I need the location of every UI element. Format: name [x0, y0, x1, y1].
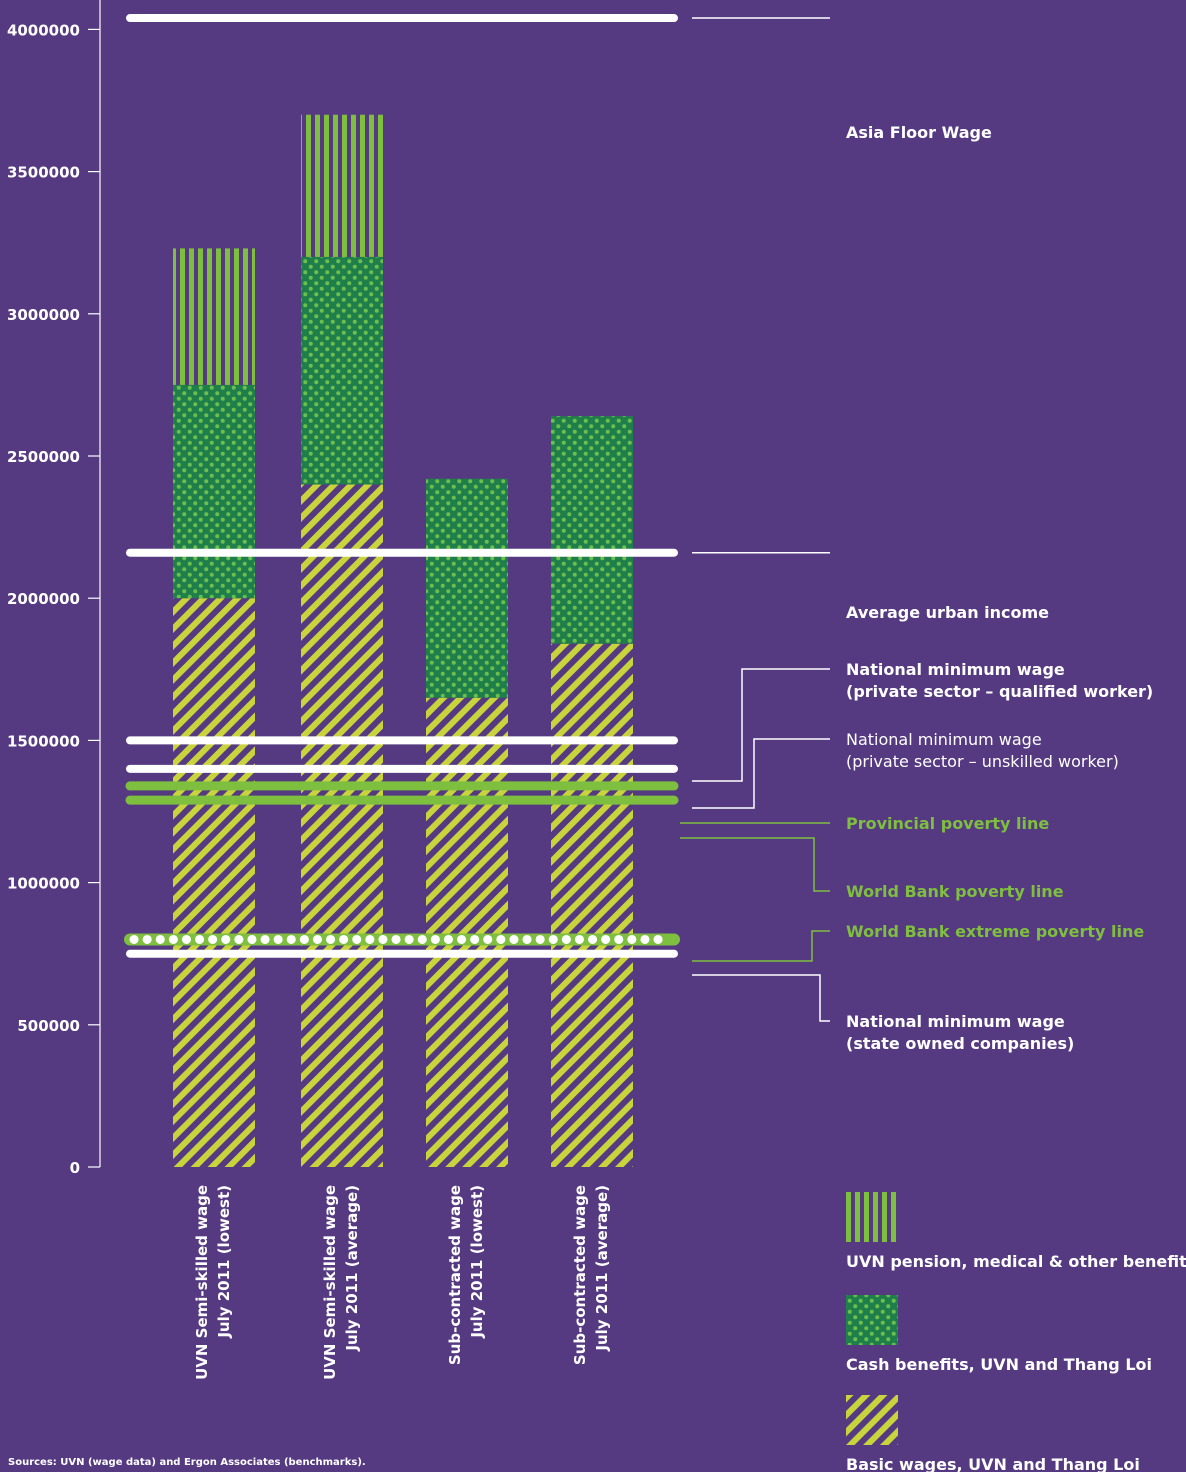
ref-line-2-label: Average urban income: [846, 603, 1049, 622]
y-tick-label: 1000000: [7, 875, 80, 893]
x-category-label-line: July 2011 (lowest): [468, 1185, 486, 1339]
ref-line-4-connector: [692, 738, 830, 809]
legend-swatch-1: [846, 1395, 898, 1445]
x-category-label-line: Sub-contracted wage: [446, 1185, 464, 1365]
ref-line-6-connector: [680, 837, 830, 892]
y-tick-label: 2000000: [7, 590, 80, 608]
legend-label-2: Cash benefits, UVN and Thang Loi: [846, 1355, 1152, 1374]
y-tick-label: 2500000: [7, 448, 80, 466]
ref-line-4-label: (private sector – unskilled worker): [846, 752, 1119, 771]
legend-swatch-3: [846, 1192, 898, 1242]
ref-line-9-connector: [692, 974, 830, 1022]
y-tick-label: 1500000: [7, 732, 80, 750]
legend-label-1: Basic wages, UVN and Thang Loi: [846, 1455, 1140, 1472]
ref-line-6-label: World Bank poverty line: [846, 882, 1064, 901]
x-category-label-line: July 2011 (lowest): [215, 1185, 233, 1339]
x-category-label-line: UVN Semi-skilled wage: [193, 1185, 211, 1380]
bar-segment-1-2: [173, 384, 255, 599]
bar-segment-4-2: [551, 416, 633, 644]
bar-segment-2-2: [301, 256, 383, 485]
y-tick-label: 500000: [17, 1017, 80, 1035]
source-note: Sources: UVN (wage data) and Ergon Assoc…: [8, 1457, 366, 1468]
legend-swatch-2: [846, 1295, 898, 1345]
x-category-label-line: UVN Semi-skilled wage: [321, 1185, 339, 1380]
ref-line-7-connector: [692, 930, 830, 962]
bar-segment-2-1: [301, 484, 383, 1167]
bar-segment-1-3: [173, 248, 255, 385]
bar-segment-2-3: [301, 114, 383, 257]
ref-line-9-label: (state owned companies): [846, 1034, 1074, 1053]
x-category-label-line: July 2011 (average): [593, 1185, 611, 1352]
ref-line-3-connector: [692, 668, 830, 782]
ref-line-9-label: National minimum wage: [846, 1012, 1065, 1031]
ref-line-7-label: World Bank extreme poverty line: [846, 922, 1144, 941]
y-tick-label: 4000000: [7, 21, 80, 39]
ref-line-5-label: Provincial poverty line: [846, 814, 1049, 833]
y-tick-label: 3000000: [7, 306, 80, 324]
reference-lines: Asia Floor Wage Average urban income Natio…: [124, 14, 1153, 1053]
x-category-label-3: Sub-contracted wage July 2011 (lowest): [446, 1185, 486, 1365]
bar-segment-1-1: [173, 598, 255, 1167]
x-category-label-2: UVN Semi-skilled wage July 2011 (average): [321, 1185, 361, 1380]
y-axis: 0 500000 1000000 1500000 2000000 2500000 30000…: [7, 0, 101, 1177]
bars: [173, 114, 633, 1167]
x-category-label-line: July 2011 (average): [343, 1185, 361, 1352]
bar-segment-3-1: [426, 697, 508, 1167]
legend: UVN pension, medical & other benefits Cas…: [846, 1192, 1186, 1472]
y-tick-label: 0: [70, 1159, 80, 1177]
bar-segment-3-2: [426, 478, 508, 698]
x-category-label-4: Sub-contracted wage July 2011 (average): [571, 1185, 611, 1365]
y-tick-label: 3500000: [7, 164, 80, 182]
ref-line-1-label: Asia Floor Wage: [846, 123, 992, 142]
bar-segment-4-1: [551, 643, 633, 1167]
legend-label-3: UVN pension, medical & other benefits: [846, 1252, 1186, 1271]
x-category-label-line: Sub-contracted wage: [571, 1185, 589, 1365]
ref-line-3-label: (private sector – qualified worker): [846, 682, 1153, 701]
ref-line-4-label: National minimum wage: [846, 730, 1042, 749]
category-labels: UVN Semi-skilled wage July 2011 (lowest) U…: [193, 1185, 611, 1380]
ref-line-3-label: National minimum wage: [846, 660, 1065, 679]
x-category-label-1: UVN Semi-skilled wage July 2011 (lowest): [193, 1185, 233, 1380]
